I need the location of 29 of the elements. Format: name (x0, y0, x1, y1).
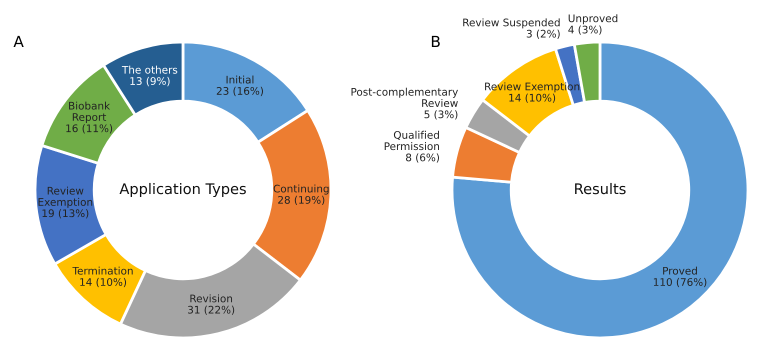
text: B (432, 36, 440, 48)
data-label: 3 (2%) (526, 30, 560, 39)
slice-label: Revision (190, 294, 232, 302)
slice-label: Termination (72, 266, 133, 275)
data-label: 14 (10%) (80, 278, 126, 288)
text: A (14, 36, 24, 48)
slice-label: Unproved (568, 14, 618, 24)
slice-label: Initial (226, 76, 254, 84)
slice-label: The others (122, 66, 178, 74)
data-label: 8 (6%) (406, 153, 439, 163)
slice-label: Review Exemption (38, 186, 92, 208)
data-label: 4 (3%) (568, 25, 602, 35)
data-label: 110 (76%) (654, 278, 706, 288)
data-label: 23 (16%) (216, 86, 263, 96)
text: Results (575, 182, 626, 194)
data-label: 28 (19%) (278, 196, 324, 206)
slice-label: Review Suspended (463, 18, 560, 28)
slice-label: Qualified Permission (384, 130, 440, 150)
data-label: 13 (9%) (130, 76, 170, 86)
data-label: 19 (13%) (42, 209, 88, 218)
slice-label: Biobank Report (69, 102, 110, 123)
slice-label: Proved (663, 266, 697, 275)
text: Application Types (120, 182, 246, 198)
data-label: 14 (10%) (509, 94, 556, 103)
data-label: 31 (22%) (188, 306, 234, 315)
data-label: 5 (3%) (424, 110, 458, 120)
data-label: 16 (11%) (66, 124, 112, 134)
slice-label: Continuing (274, 184, 329, 195)
slice-label: Post-complementary Review (352, 88, 458, 108)
